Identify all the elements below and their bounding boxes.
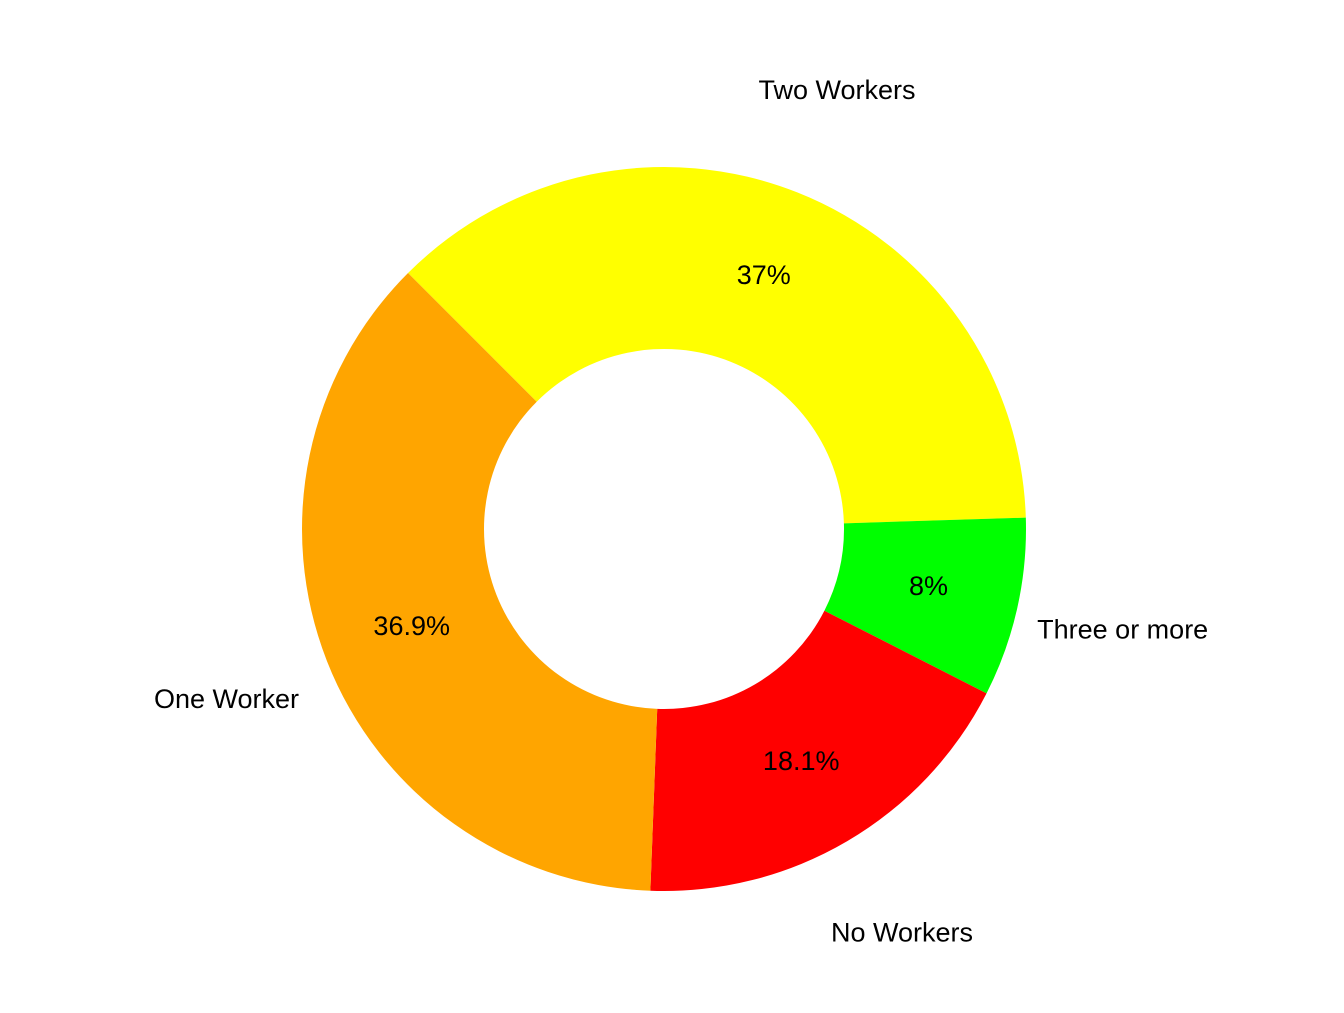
slice-label: Three or more	[1037, 615, 1208, 645]
value-label: 36.9%	[373, 611, 450, 641]
slice-label: Two Workers	[759, 75, 916, 105]
slice-label: One Worker	[154, 684, 299, 714]
value-label: 18.1%	[763, 746, 840, 776]
value-label: 8%	[909, 571, 948, 601]
value-label: 37%	[737, 260, 791, 290]
donut-slice	[824, 517, 1026, 694]
donut-slice	[650, 610, 987, 891]
donut-slice	[302, 273, 658, 891]
slice-label: No Workers	[831, 917, 973, 947]
donut-slice	[408, 166, 1026, 524]
